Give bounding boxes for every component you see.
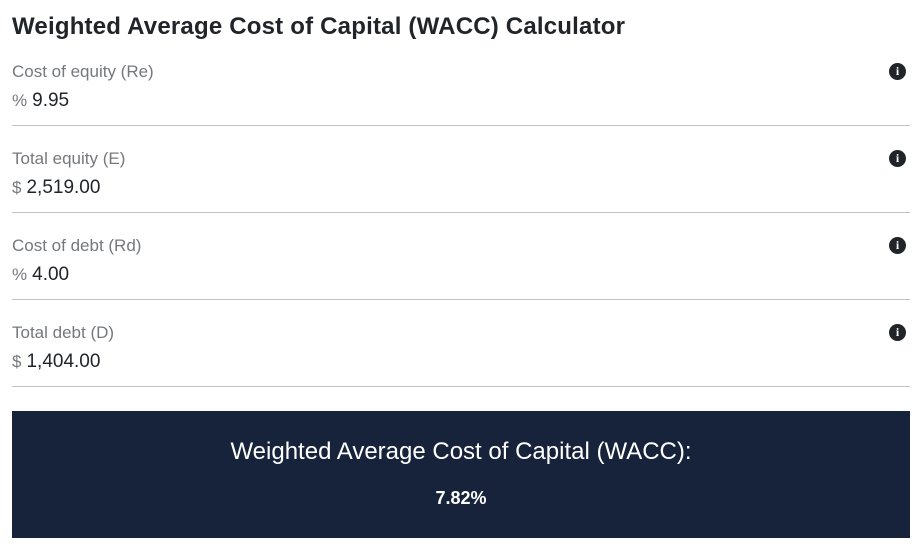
info-icon[interactable]: i xyxy=(889,237,906,254)
field-label: Cost of debt (Rd) xyxy=(12,236,142,255)
field-label: Total debt (D) xyxy=(12,323,115,342)
total-equity-input[interactable] xyxy=(26,177,327,199)
field-total-debt: Total debt (D) $ i xyxy=(12,323,910,387)
wacc-calculator: Weighted Average Cost of Capital (WACC) … xyxy=(12,13,910,538)
field-value-row: $ xyxy=(12,351,910,373)
field-cost-of-equity: Cost of equity (Re) % i xyxy=(12,62,910,126)
field-label: Total equity (E) xyxy=(12,149,126,168)
info-icon[interactable]: i xyxy=(889,150,906,167)
info-icon[interactable]: i xyxy=(889,324,906,341)
dollar-prefix: $ xyxy=(12,352,22,371)
percent-prefix: % xyxy=(12,91,28,110)
page-title: Weighted Average Cost of Capital (WACC) … xyxy=(12,13,626,40)
cost-of-debt-input[interactable] xyxy=(32,264,333,286)
percent-prefix: % xyxy=(12,265,28,284)
total-debt-input[interactable] xyxy=(26,351,327,373)
dollar-prefix: $ xyxy=(12,178,22,197)
result-panel: Weighted Average Cost of Capital (WACC):… xyxy=(12,411,910,538)
field-value-row: % xyxy=(12,90,910,112)
field-list: Cost of equity (Re) % i Total equity (E)… xyxy=(12,62,910,387)
result-value: 7.82% xyxy=(435,488,487,508)
info-icon[interactable]: i xyxy=(889,63,906,80)
field-value-row: $ xyxy=(12,177,910,199)
result-heading: Weighted Average Cost of Capital (WACC): xyxy=(230,438,692,465)
field-total-equity: Total equity (E) $ i xyxy=(12,149,910,213)
field-label: Cost of equity (Re) xyxy=(12,62,154,81)
field-value-row: % xyxy=(12,264,910,286)
field-cost-of-debt: Cost of debt (Rd) % i xyxy=(12,236,910,300)
cost-of-equity-input[interactable] xyxy=(32,90,333,112)
